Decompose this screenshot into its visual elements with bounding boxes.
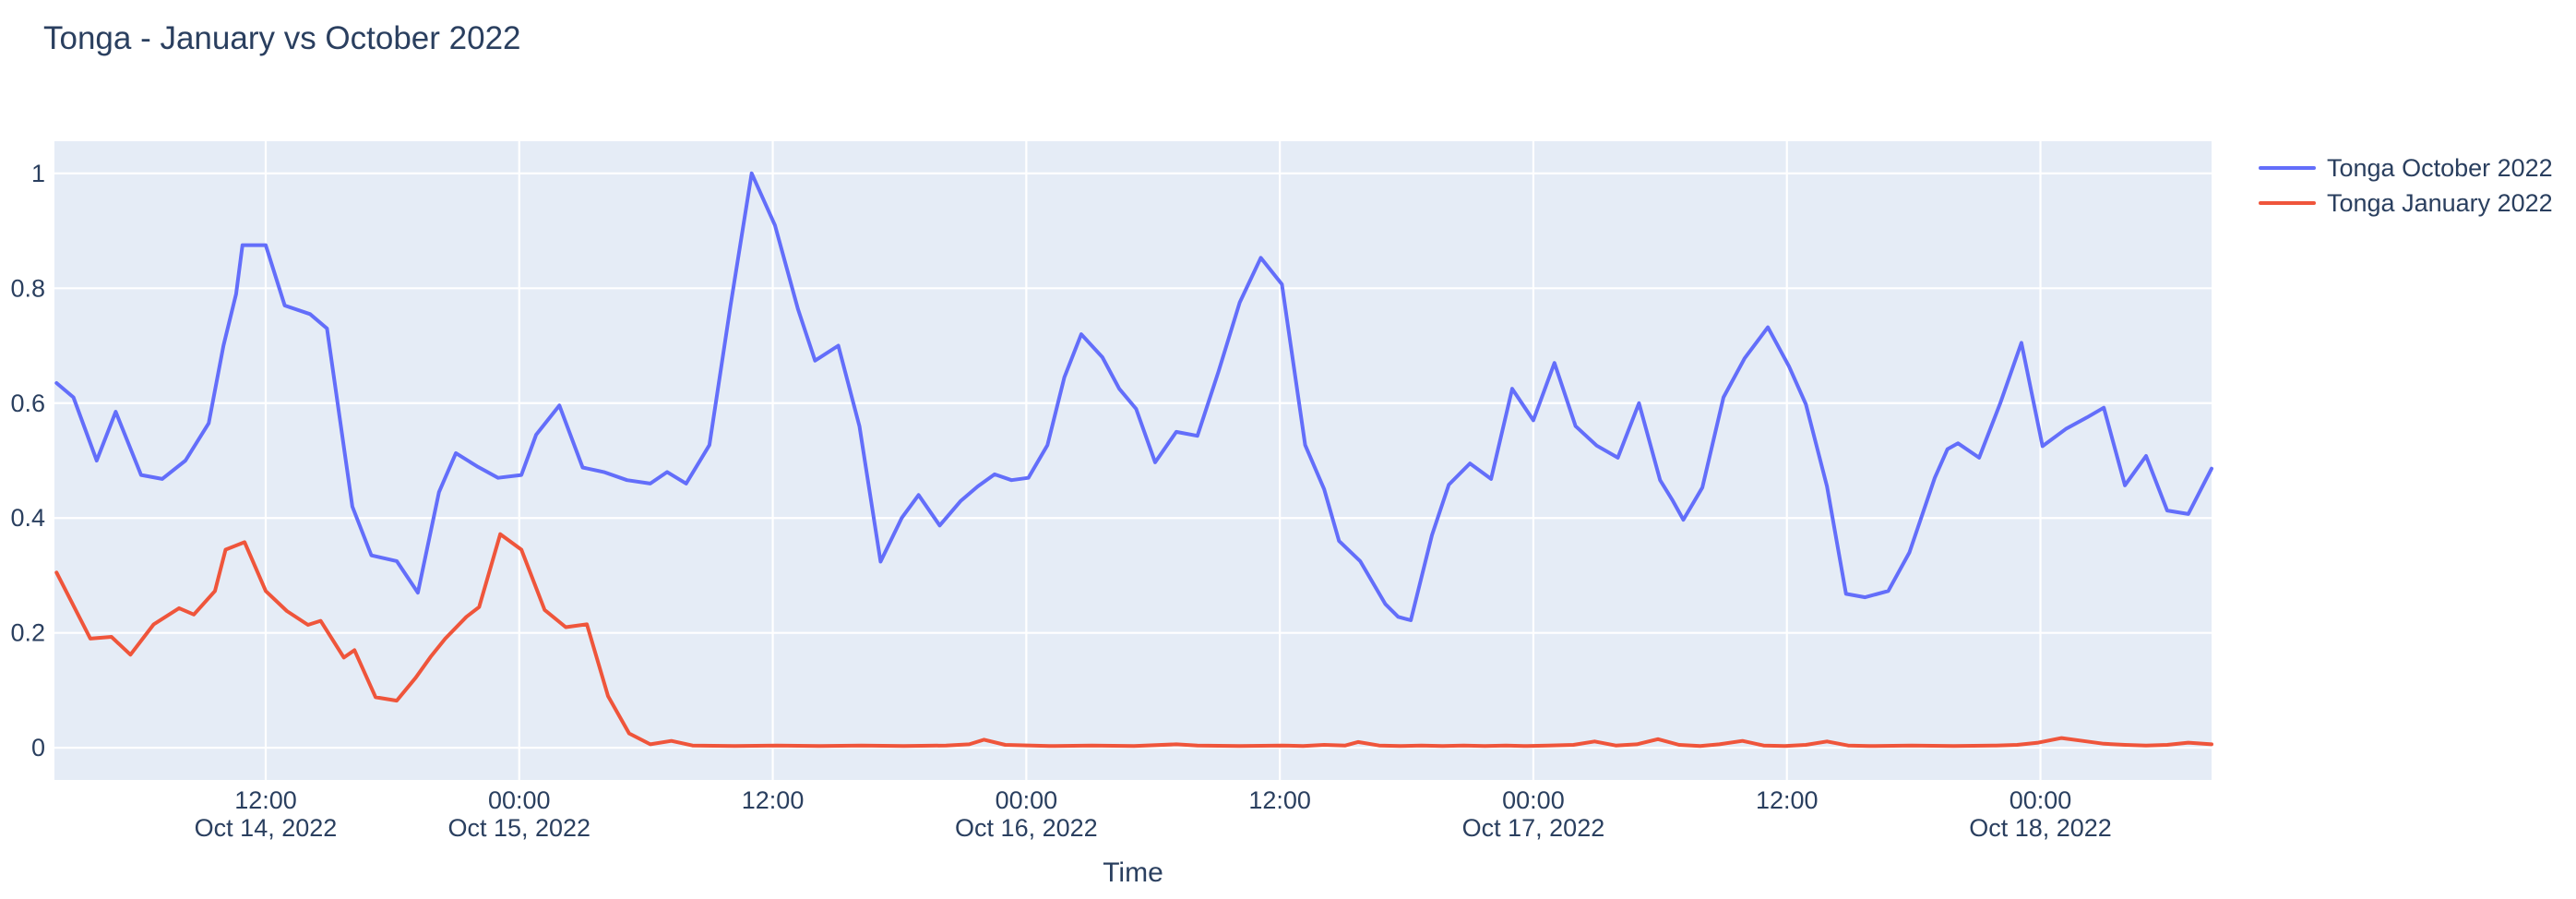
plot-area[interactable] bbox=[54, 141, 2212, 780]
x-tick-date-label: Oct 17, 2022 bbox=[1462, 814, 1605, 842]
x-tick-label: 00:00 bbox=[1502, 786, 1565, 814]
legend-line-swatch-january bbox=[2259, 201, 2316, 205]
legend-item-tonga-january-2022[interactable]: Tonga January 2022 bbox=[2259, 186, 2553, 221]
x-axis-title-text: Time bbox=[1103, 857, 1163, 888]
y-tick-label: 1 bbox=[31, 160, 45, 187]
y-tick-label: 0.6 bbox=[10, 390, 45, 417]
x-tick-label: 12:00 bbox=[234, 786, 297, 814]
legend-item-tonga-october-2022[interactable]: Tonga October 2022 bbox=[2259, 150, 2553, 186]
series-lines[interactable] bbox=[54, 171, 2213, 749]
x-axis-title: Time bbox=[1103, 857, 1163, 888]
gridlines bbox=[54, 141, 2212, 780]
y-axis-tick-labels: 0 0.2 0.4 0.6 0.8 1 bbox=[10, 160, 45, 761]
x-tick-label: 12:00 bbox=[1756, 786, 1819, 814]
y-tick-label: 0 bbox=[31, 734, 45, 761]
x-tick-date-label: Oct 18, 2022 bbox=[1969, 814, 2112, 842]
y-tick-label: 0.8 bbox=[10, 274, 45, 302]
x-tick-label: 12:00 bbox=[1248, 786, 1311, 814]
series-line-tonga-october-2022[interactable] bbox=[54, 171, 2213, 622]
x-tick-label: 12:00 bbox=[742, 786, 805, 814]
x-tick-label: 00:00 bbox=[488, 786, 551, 814]
plot-background bbox=[54, 141, 2212, 780]
x-tick-label: 00:00 bbox=[996, 786, 1058, 814]
y-tick-label: 0.4 bbox=[10, 504, 45, 532]
series-line-tonga-january-2022[interactable] bbox=[54, 532, 2213, 749]
legend: Tonga October 2022 Tonga January 2022 bbox=[2259, 150, 2553, 221]
legend-line-swatch-october bbox=[2259, 166, 2316, 170]
x-tick-label: 00:00 bbox=[2010, 786, 2072, 814]
chart-title: Tonga - January vs October 2022 bbox=[43, 20, 521, 56]
x-tick-date-label: Oct 15, 2022 bbox=[447, 814, 590, 842]
legend-label-january: Tonga January 2022 bbox=[2327, 188, 2553, 217]
x-tick-date-label: Oct 14, 2022 bbox=[195, 814, 338, 842]
x-tick-date-label: Oct 16, 2022 bbox=[955, 814, 1098, 842]
y-tick-label: 0.2 bbox=[10, 619, 45, 647]
legend-label-october: Tonga October 2022 bbox=[2327, 153, 2553, 182]
